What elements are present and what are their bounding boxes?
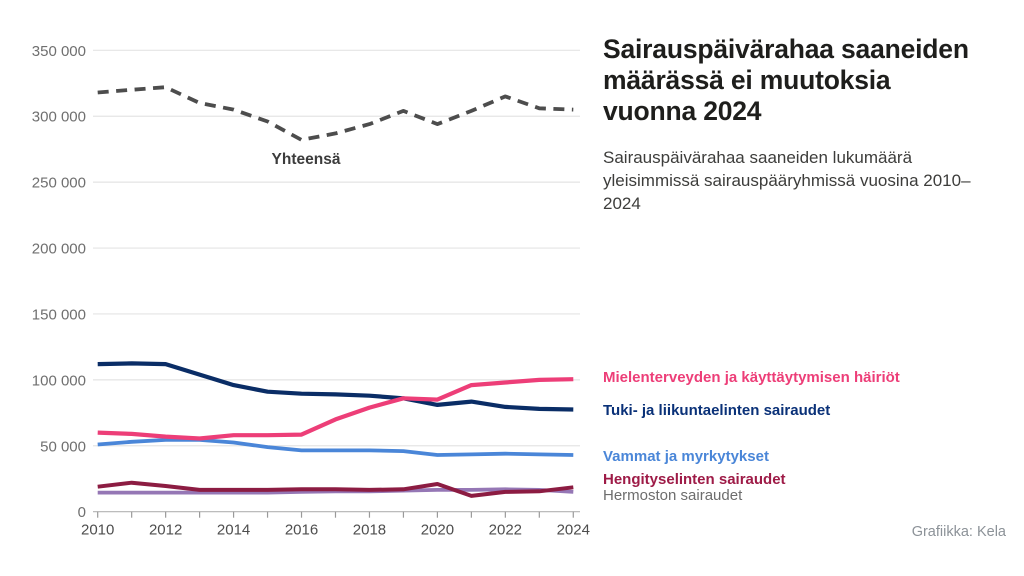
legend-vammat-ja-myrkytykset: Vammat ja myrkytykset	[603, 448, 769, 465]
y-tick-label: 300 000	[32, 109, 86, 126]
legend-hermoston: Hermoston sairaudet	[603, 487, 743, 504]
y-tick-label: 250 000	[32, 175, 86, 192]
y-tick-label: 350 000	[32, 43, 86, 60]
x-tick-label: 2024	[557, 522, 590, 539]
line-chart: 0 50 000 100 000 150 000 200 000 250 000 300 0…	[32, 43, 590, 539]
series-line	[97, 361, 574, 412]
x-tick-label: 2016	[285, 522, 318, 539]
legend-hengityselinten: Hengityselinten sairaudet	[603, 471, 786, 488]
x-axis	[93, 511, 580, 518]
x-tick-label: 2018	[353, 522, 386, 539]
legend-mielenterveyden: Mielenterveyden ja käyttäytymisen häiriö…	[603, 369, 900, 386]
legend-tuki-ja-liikuntaelinten: Tuki- ja liikuntaelinten sairaudet	[603, 402, 831, 419]
chart-subtitle: Sairauspäivärahaa saaneiden lukumäärä yl…	[603, 148, 971, 214]
credit-text: Grafiikka: Kela	[911, 524, 1006, 540]
x-tick-label: 2020	[421, 522, 454, 539]
y-tick-label: 100 000	[32, 372, 86, 389]
series-label-yhteensa: Yhteensä	[272, 151, 341, 168]
gridlines	[93, 49, 580, 447]
page-title: Sairauspäivärahaa saaneiden määrässä ei …	[603, 34, 969, 126]
series-line	[97, 85, 574, 142]
y-tick-label: 0	[78, 504, 86, 521]
y-tick-label: 150 000	[32, 306, 86, 323]
series-line	[97, 437, 574, 457]
y-tick-label: 200 000	[32, 241, 86, 258]
x-tick-label: 2010	[81, 522, 114, 539]
x-tick-label: 2014	[217, 522, 250, 539]
y-tick-label: 50 000	[40, 438, 86, 455]
series-lines	[97, 85, 574, 498]
y-axis-labels: 0 50 000 100 000 150 000 200 000 250 000 300 0…	[32, 43, 86, 521]
series-line	[97, 480, 574, 498]
chart-area: 0 50 000 100 000 150 000 200 000 250 000 300 0…	[32, 43, 590, 539]
x-tick-label: 2022	[489, 522, 522, 539]
x-axis-labels: 2010 2012 2014 2016 2018 2020 2022 2024	[81, 522, 590, 539]
series-line	[97, 377, 574, 441]
x-tick-label: 2012	[149, 522, 182, 539]
